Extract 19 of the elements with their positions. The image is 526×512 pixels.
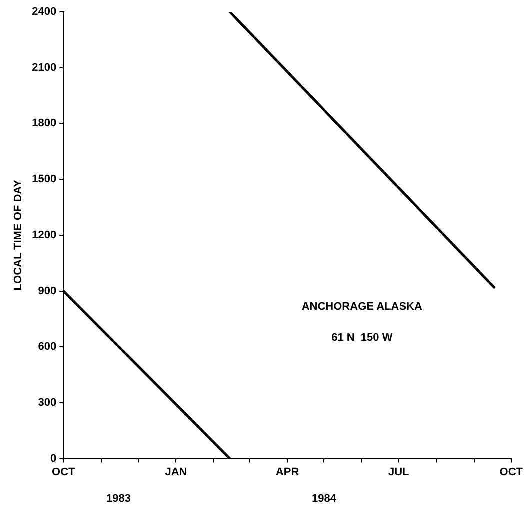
x-tick-label: JUL xyxy=(388,466,410,478)
annotation: ANCHORAGE ALASKA xyxy=(302,300,422,313)
annotation: 61 N 150 W xyxy=(332,332,394,344)
text: 1983 xyxy=(106,492,131,505)
x-tick-label: JAN xyxy=(165,466,188,478)
y-tick-label: 1200 xyxy=(32,229,57,242)
y-axis-title: LOCAL TIME OF DAY xyxy=(12,179,25,291)
text: 1984 xyxy=(312,492,338,505)
x-tick-label: OCT xyxy=(52,466,76,478)
y-tick-label: 1800 xyxy=(32,118,57,130)
y-tick-label: 900 xyxy=(38,285,57,298)
x-tick-label: OCT xyxy=(500,466,524,478)
y-tick-label: 2400 xyxy=(32,6,57,18)
x-tick-label: APR xyxy=(276,466,300,478)
y-tick-label: 0 xyxy=(50,452,57,465)
y-tick-label: 2100 xyxy=(32,62,57,74)
y-tick-label: 1500 xyxy=(32,174,57,186)
y-tick-label: 300 xyxy=(38,396,57,409)
y-tick-label: 600 xyxy=(38,341,57,354)
